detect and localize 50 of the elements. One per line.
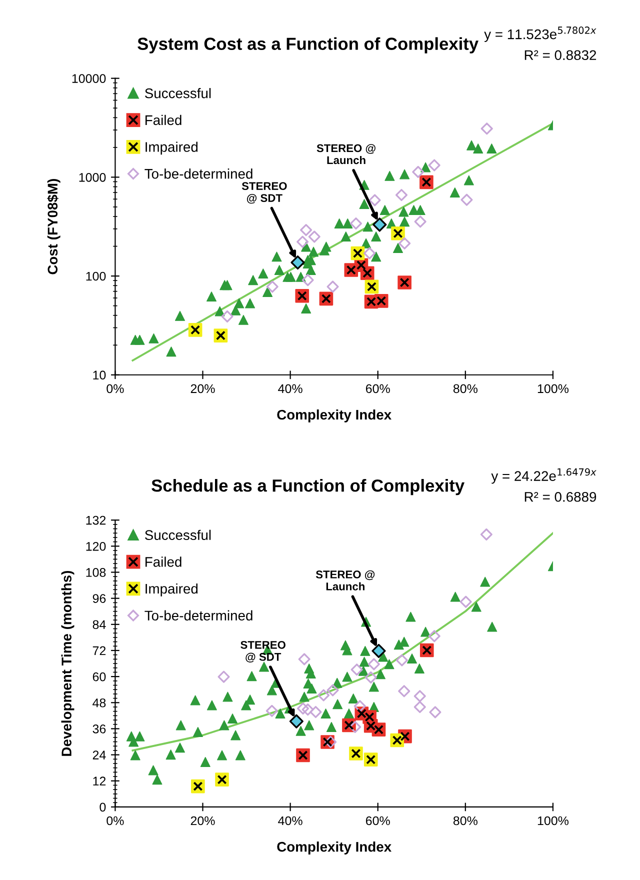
x-tick-label: 100% <box>538 384 568 394</box>
x-axis-title: Complexity Index <box>277 409 392 422</box>
y-tick-label: 10000 <box>72 74 106 83</box>
annotation: STEREO @ SDT <box>242 182 287 204</box>
legend-label: Successful <box>145 88 211 98</box>
y-tick-label: 10 <box>93 370 106 380</box>
x-tick-label: 100% <box>538 816 568 826</box>
text: y = 11.523e$^{5.7802x}$ <box>484 26 596 42</box>
x-tick-label: 80% <box>453 384 478 394</box>
y-tick-label: 96 <box>92 594 106 603</box>
x-tick-label: 0% <box>106 816 124 826</box>
text: R² = 0.8832 <box>524 50 596 60</box>
y-tick-label: 36 <box>92 724 106 734</box>
chart-title: System Cost as a Function of Complexity <box>138 37 478 54</box>
x-tick-label: 60% <box>366 384 390 394</box>
x-tick-label: 40% <box>278 384 302 394</box>
legend-label: Failed <box>146 556 182 567</box>
y-tick-label: 108 <box>86 568 106 577</box>
legend-label: Successful <box>145 530 211 540</box>
legend-label: Impaired <box>146 583 198 596</box>
y-tick-label: 132 <box>86 516 106 525</box>
x-tick-label: 60% <box>366 816 390 826</box>
annotation: STEREO @ Launch <box>316 144 376 164</box>
text: y = 24.22e$^{1.6479x}$ <box>491 468 596 484</box>
x-tick-label: 20% <box>190 816 215 826</box>
legend-label: Impaired <box>146 142 198 155</box>
x-tick-label: 20% <box>190 384 215 394</box>
legend-label: To-be-determined <box>144 168 252 179</box>
y-tick-label: 12 <box>93 776 106 786</box>
y-tick-label: 60 <box>92 672 106 682</box>
y-tick-label: 100 <box>86 272 106 281</box>
chart-title: Schedule as a Function of Complexity <box>152 478 464 496</box>
y-tick-label: 48 <box>92 698 106 708</box>
y-tick-label: 72 <box>92 646 106 656</box>
y-tick-label: 1000 <box>79 172 106 182</box>
text: R² = 0.6889 <box>524 492 596 502</box>
x-tick-label: 40% <box>278 816 302 826</box>
x-tick-label: 80% <box>453 816 478 826</box>
y-tick-label: 24 <box>92 750 106 760</box>
y-axis-title: Cost (FY08$M) <box>47 179 60 274</box>
legend-label: Failed <box>146 114 182 126</box>
x-tick-label: 0% <box>106 384 124 394</box>
annotation: STEREO @ Launch <box>316 570 375 590</box>
legend-label: To-be-determined <box>144 610 252 621</box>
x-axis-title: Complexity Index <box>277 842 392 854</box>
annotation: STEREO @ SDT <box>240 640 286 662</box>
y-tick-label: 84 <box>92 620 106 630</box>
y-axis-title: Development Time (months) <box>61 570 74 756</box>
y-tick-label: 0 <box>100 802 106 812</box>
y-tick-label: 120 <box>86 542 106 551</box>
